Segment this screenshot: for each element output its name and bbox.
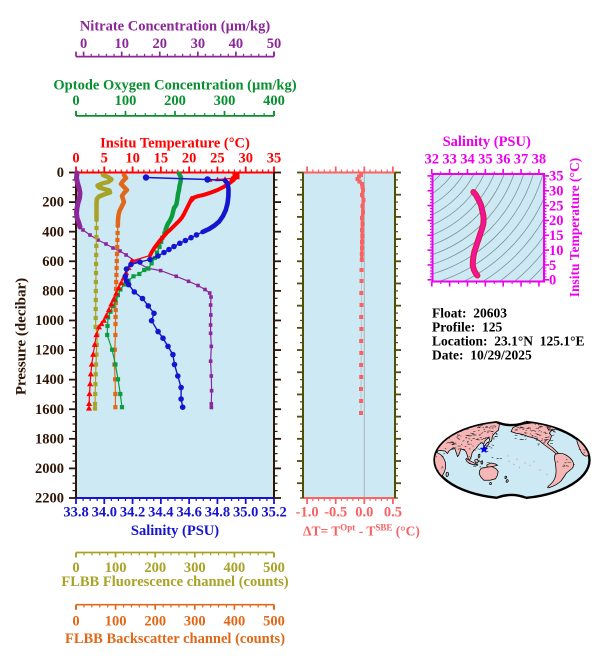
svg-text:400: 400 bbox=[224, 614, 246, 630]
svg-text:30: 30 bbox=[238, 150, 253, 166]
svg-text:10: 10 bbox=[125, 150, 140, 166]
svg-text:Float: 20603: Float: 20603 bbox=[432, 306, 507, 321]
svg-text:40: 40 bbox=[229, 36, 244, 52]
svg-text:400: 400 bbox=[42, 224, 64, 240]
svg-text:34.4: 34.4 bbox=[148, 505, 173, 521]
svg-text:200: 200 bbox=[144, 614, 166, 630]
svg-text:25: 25 bbox=[210, 150, 225, 166]
svg-text:300: 300 bbox=[214, 93, 236, 109]
svg-text:30: 30 bbox=[191, 36, 206, 52]
svg-text:300: 300 bbox=[184, 614, 206, 630]
svg-text:15: 15 bbox=[549, 228, 564, 244]
svg-text:10: 10 bbox=[549, 243, 564, 259]
svg-text:34.8: 34.8 bbox=[205, 505, 230, 521]
svg-text:-1.0: -1.0 bbox=[296, 505, 319, 521]
svg-text:1400: 1400 bbox=[35, 372, 64, 388]
svg-text:300: 300 bbox=[184, 560, 206, 576]
svg-text:100: 100 bbox=[105, 614, 127, 630]
svg-text:0.5: 0.5 bbox=[384, 505, 402, 521]
svg-text:FLBB Backscatter channel (coun: FLBB Backscatter channel (counts) bbox=[65, 631, 285, 647]
svg-text:38: 38 bbox=[532, 152, 547, 168]
svg-text:Pressure (decibar): Pressure (decibar) bbox=[14, 278, 30, 395]
svg-text:33: 33 bbox=[442, 152, 457, 168]
svg-text:400: 400 bbox=[224, 560, 246, 576]
svg-text:32: 32 bbox=[425, 152, 440, 168]
svg-text:35.2: 35.2 bbox=[261, 505, 286, 521]
svg-text:800: 800 bbox=[42, 283, 64, 299]
svg-text:100: 100 bbox=[115, 93, 137, 109]
svg-text:2000: 2000 bbox=[35, 461, 64, 477]
svg-text:30: 30 bbox=[549, 184, 564, 200]
svg-text:Date: 10/29/2025: Date: 10/29/2025 bbox=[432, 348, 532, 363]
svg-text:50: 50 bbox=[267, 36, 282, 52]
svg-text:20: 20 bbox=[153, 36, 168, 52]
svg-text:Optode Oxygen Concentration (µ: Optode Oxygen Concentration (µm/kg) bbox=[53, 78, 296, 94]
svg-text:Location: 23.1°N 125.1°E: Location: 23.1°N 125.1°E bbox=[432, 334, 585, 349]
svg-text:34.0: 34.0 bbox=[92, 505, 117, 521]
svg-text:Profile: 125: Profile: 125 bbox=[432, 320, 502, 335]
svg-text:0.0: 0.0 bbox=[355, 505, 373, 521]
svg-text:600: 600 bbox=[42, 254, 64, 270]
svg-text:1000: 1000 bbox=[35, 313, 64, 329]
svg-text:0: 0 bbox=[72, 614, 79, 630]
svg-text:20: 20 bbox=[549, 213, 564, 229]
svg-text:37: 37 bbox=[514, 152, 529, 168]
svg-text:35: 35 bbox=[549, 169, 564, 185]
svg-text:35: 35 bbox=[267, 150, 282, 166]
svg-text:400: 400 bbox=[263, 93, 285, 109]
svg-text:25: 25 bbox=[549, 198, 564, 214]
svg-text:20: 20 bbox=[182, 150, 197, 166]
svg-text:15: 15 bbox=[154, 150, 169, 166]
svg-text:35: 35 bbox=[478, 152, 493, 168]
svg-text:34.6: 34.6 bbox=[176, 505, 201, 521]
svg-text:100: 100 bbox=[105, 560, 127, 576]
svg-text:2200: 2200 bbox=[35, 491, 64, 507]
svg-text:200: 200 bbox=[42, 195, 64, 211]
svg-text:500: 500 bbox=[263, 560, 285, 576]
svg-text:-0.5: -0.5 bbox=[324, 505, 347, 521]
svg-text:33.8: 33.8 bbox=[63, 505, 88, 521]
svg-text:10: 10 bbox=[114, 36, 129, 52]
svg-text:1600: 1600 bbox=[35, 402, 64, 418]
svg-text:34: 34 bbox=[460, 152, 475, 168]
svg-text:Insitu Temperature (°C): Insitu Temperature (°C) bbox=[100, 136, 250, 152]
svg-text:0: 0 bbox=[72, 93, 79, 109]
svg-text:0: 0 bbox=[549, 273, 556, 289]
svg-text:0: 0 bbox=[57, 165, 64, 181]
svg-text:FLBB Fluorescence channel (cou: FLBB Fluorescence channel (counts) bbox=[61, 574, 288, 590]
svg-text:Insitu Temperature (°C): Insitu Temperature (°C) bbox=[567, 158, 582, 297]
svg-text:500: 500 bbox=[263, 614, 285, 630]
svg-text:34.2: 34.2 bbox=[120, 505, 145, 521]
svg-text:200: 200 bbox=[144, 560, 166, 576]
svg-text:0: 0 bbox=[80, 36, 87, 52]
svg-text:0: 0 bbox=[72, 150, 79, 166]
svg-text:1200: 1200 bbox=[35, 343, 64, 359]
svg-text:Salinity (PSU): Salinity (PSU) bbox=[443, 134, 531, 150]
svg-text:5: 5 bbox=[101, 150, 108, 166]
svg-text:1800: 1800 bbox=[35, 431, 64, 447]
svg-text:0: 0 bbox=[72, 560, 79, 576]
svg-text:200: 200 bbox=[164, 93, 186, 109]
svg-text:35.0: 35.0 bbox=[233, 505, 258, 521]
svg-text:Salinity (PSU): Salinity (PSU) bbox=[131, 523, 219, 539]
svg-text:36: 36 bbox=[496, 152, 511, 168]
svg-text:Nitrate Concentration (µm/kg): Nitrate Concentration (µm/kg) bbox=[80, 19, 271, 35]
svg-text:ΔT= TOpt - TSBE (°C): ΔT= TOpt - TSBE (°C) bbox=[303, 523, 420, 539]
svg-text:5: 5 bbox=[549, 258, 556, 274]
